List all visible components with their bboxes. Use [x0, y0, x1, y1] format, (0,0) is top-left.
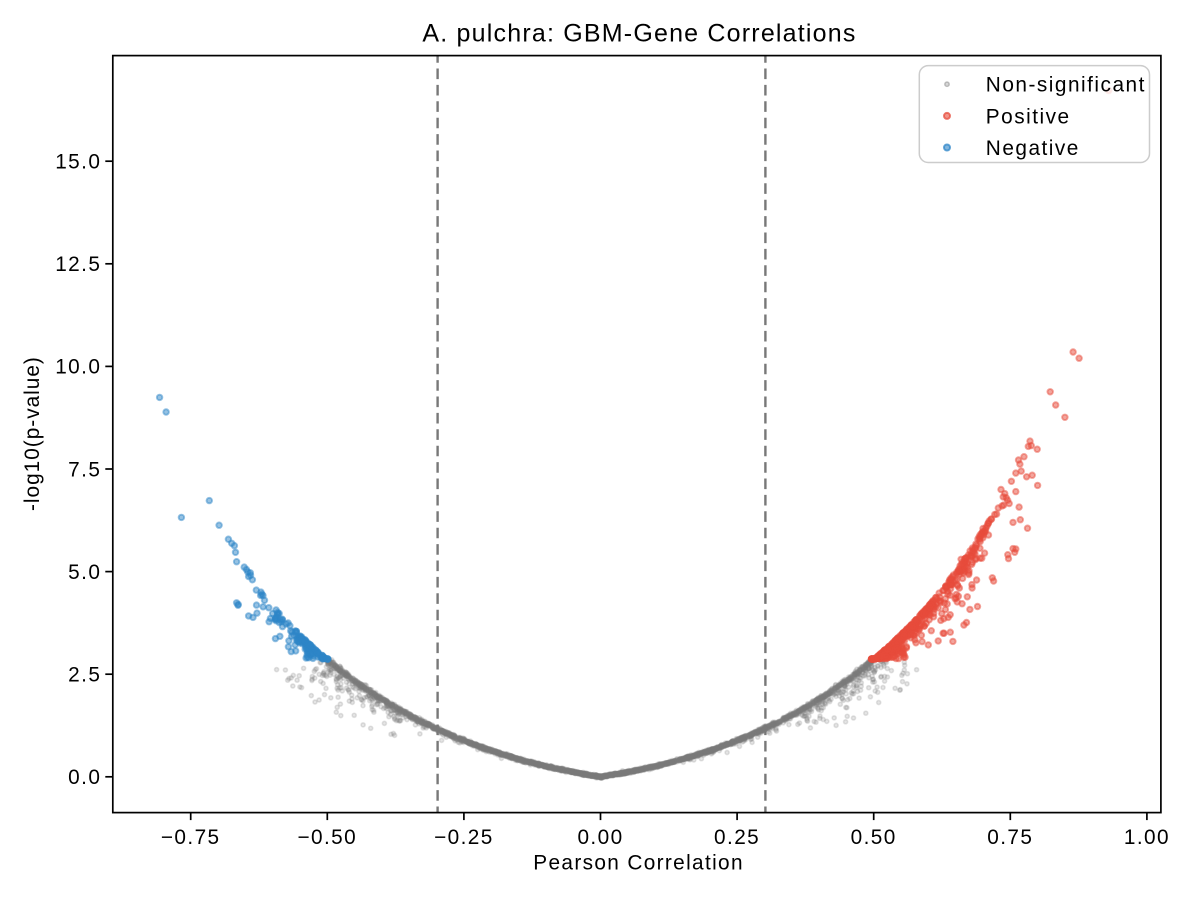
svg-text:0.75: 0.75 [987, 826, 1033, 849]
svg-text:2.5: 2.5 [68, 664, 101, 687]
svg-text:Non-significant: Non-significant [986, 74, 1146, 97]
svg-text:10.0: 10.0 [55, 356, 101, 379]
svg-text:Pearson Correlation: Pearson Correlation [533, 852, 744, 875]
svg-text:7.5: 7.5 [68, 458, 101, 481]
svg-text:Negative: Negative [986, 137, 1080, 160]
svg-text:−0.25: −0.25 [434, 826, 494, 849]
svg-text:12.5: 12.5 [55, 253, 101, 276]
svg-text:Positive: Positive [986, 105, 1071, 128]
svg-text:A. pulchra: GBM-Gene Correlati: A. pulchra: GBM-Gene Correlations [422, 20, 856, 48]
svg-text:0.0: 0.0 [68, 766, 101, 789]
svg-text:15.0: 15.0 [55, 151, 101, 174]
svg-text:−0.50: −0.50 [297, 826, 357, 849]
svg-text:−0.75: −0.75 [161, 826, 221, 849]
svg-text:0.00: 0.00 [577, 826, 623, 849]
svg-text:-log10(p-value): -log10(p-value) [21, 356, 44, 511]
svg-text:5.0: 5.0 [68, 561, 101, 584]
svg-text:1.00: 1.00 [1124, 826, 1170, 849]
svg-text:0.25: 0.25 [714, 826, 760, 849]
svg-text:0.50: 0.50 [851, 826, 897, 849]
